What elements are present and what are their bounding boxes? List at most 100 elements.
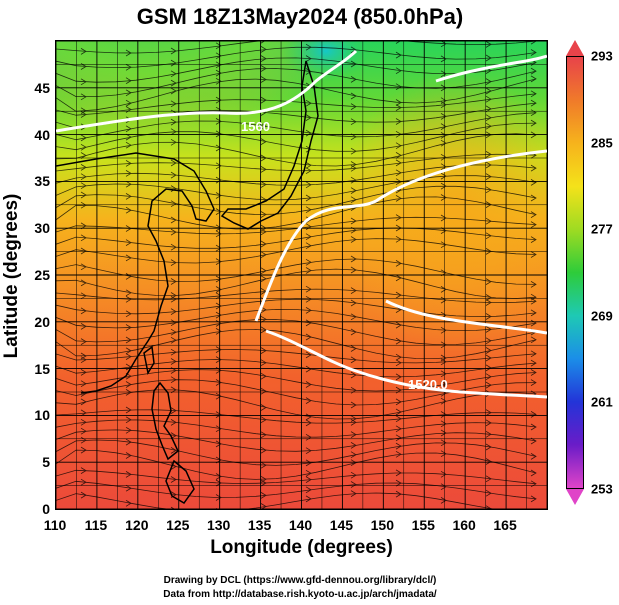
wind-arrow (80, 491, 87, 499)
wind-arrow (395, 434, 402, 442)
wind-arrow (170, 348, 177, 356)
wind-arrow (530, 281, 537, 288)
wind-arrow (170, 463, 177, 470)
wind-arrow (530, 251, 537, 258)
wind-arrow (305, 167, 312, 175)
wind-arrow (440, 194, 447, 201)
streamline (56, 469, 537, 485)
wind-arrow (125, 106, 132, 113)
wind-arrow (215, 61, 222, 69)
wind-arrow (440, 370, 447, 378)
wind-arrow (305, 365, 312, 373)
wind-arrow (305, 233, 312, 241)
wind-arrow (440, 55, 447, 63)
wind-arrow (260, 359, 267, 367)
wind-arrow (485, 105, 492, 113)
wind-arrow (260, 347, 267, 354)
streamline (56, 133, 537, 167)
map-svg: 1560 1520.0 (56, 41, 547, 509)
streamline (56, 196, 537, 230)
streamline (56, 122, 537, 152)
x-tick-label: 145 (329, 517, 354, 533)
wind-arrow (170, 59, 177, 67)
wind-arrow (530, 211, 537, 218)
wind-arrow (80, 436, 87, 444)
wind-arrow (350, 356, 357, 364)
wind-arrow (125, 180, 132, 188)
coastline-korea-china (56, 152, 215, 394)
wind-arrow (485, 294, 492, 301)
wind-arrow (485, 313, 492, 320)
wind-arrow (125, 324, 132, 331)
wind-arrow (485, 201, 492, 208)
streamline (56, 329, 537, 360)
coastline-philippines-south (165, 459, 195, 504)
wind-arrow (395, 490, 402, 498)
wind-arrow (485, 347, 492, 354)
wind-arrow (395, 142, 402, 150)
wind-arrow (305, 476, 312, 483)
wind-arrow (305, 216, 312, 224)
wind-arrow (80, 48, 87, 55)
wind-arrow (260, 228, 267, 236)
wind-arrow (170, 419, 177, 426)
wind-arrow (305, 258, 312, 266)
wind-arrow (260, 46, 267, 53)
wind-arrow (125, 141, 132, 149)
wind-arrow (440, 420, 447, 428)
contour-1520 (265, 329, 547, 399)
streamline (56, 46, 537, 69)
wind-arrow (170, 432, 177, 439)
wind-arrow (305, 447, 312, 455)
wind-arrow (530, 49, 537, 56)
wind-arrow (80, 446, 87, 454)
wind-arrow (350, 459, 357, 467)
wind-arrow (215, 42, 222, 50)
streamline (56, 227, 537, 249)
y-tick-label: 45 (34, 79, 50, 96)
wind-arrow (395, 67, 402, 75)
colorbar (566, 56, 584, 489)
wind-arrow (530, 480, 537, 488)
wind-arrow (305, 351, 312, 359)
wind-arrow (260, 65, 267, 72)
colorbar-tick-label: 261 (591, 394, 613, 410)
wind-arrow (395, 195, 402, 202)
wind-arrow (215, 69, 222, 77)
wind-arrow (170, 328, 177, 336)
wind-arrow (395, 353, 402, 361)
wind-arrow (485, 151, 492, 158)
wind-arrow (215, 230, 222, 238)
wind-arrow (260, 122, 267, 130)
contour-mid (254, 149, 547, 322)
wind-arrow (485, 217, 492, 225)
wind-arrow (530, 336, 537, 344)
wind-arrow (350, 490, 357, 497)
wind-arrow (170, 407, 177, 414)
wind-arrow (80, 369, 87, 376)
wind-arrow (530, 359, 537, 367)
wind-arrow (350, 266, 357, 274)
wind-arrow (125, 416, 132, 424)
wind-arrow (440, 182, 447, 190)
wind-arrow (215, 130, 222, 138)
wind-arrow (305, 333, 312, 341)
wind-arrow (530, 221, 537, 228)
contour-label-1520: 1520.0 (408, 377, 448, 392)
wind-arrow (395, 118, 402, 125)
wind-arrow (395, 425, 402, 433)
wind-arrow (260, 55, 267, 62)
wind-arrow (350, 187, 357, 194)
wind-arrow (485, 381, 492, 389)
wind-arrow (350, 76, 357, 83)
wind-arrow (260, 267, 267, 275)
wind-arrow (485, 278, 492, 285)
wind-arrow (260, 416, 267, 424)
wind-arrow (350, 431, 357, 438)
wind-arrow (440, 380, 447, 388)
wind-arrow (395, 321, 402, 329)
streamline (56, 429, 537, 452)
wind-arrow (215, 411, 222, 418)
y-tick-label: 35 (34, 173, 50, 190)
wind-arrow (80, 390, 87, 397)
